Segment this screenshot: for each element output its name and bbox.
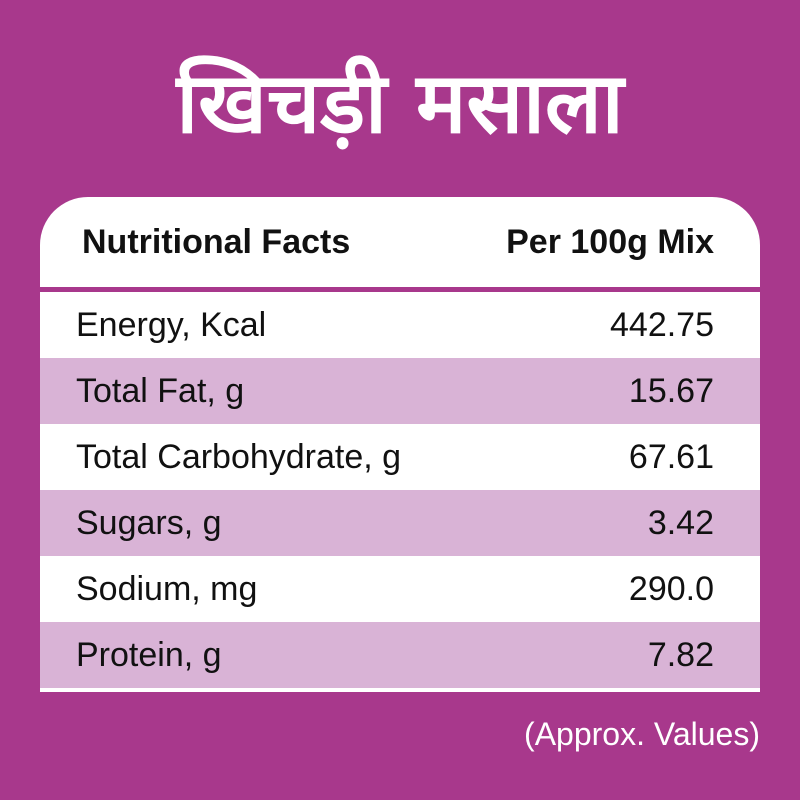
product-title: खिचड़ी मसाला <box>176 54 624 152</box>
row-value: 3.42 <box>647 503 714 542</box>
row-label: Protein, g <box>76 635 222 674</box>
row-value: 67.61 <box>628 437 714 476</box>
table-row: Sugars, g 3.42 <box>40 490 760 556</box>
header-label: Nutritional Facts <box>82 222 351 261</box>
row-label: Energy, Kcal <box>76 305 267 344</box>
nutrition-table: Nutritional Facts Per 100g Mix Energy, K… <box>40 197 760 692</box>
row-value: 290.0 <box>628 569 714 608</box>
table-row: Sodium, mg 290.0 <box>40 556 760 622</box>
approx-values-note: (Approx. Values) <box>524 716 760 752</box>
row-value: 15.67 <box>628 371 714 410</box>
row-label: Total Fat, g <box>76 371 245 410</box>
row-value: 442.75 <box>610 305 714 344</box>
row-label: Sugars, g <box>76 503 222 542</box>
header-value: Per 100g Mix <box>506 222 714 261</box>
table-row: Energy, Kcal 442.75 <box>40 292 760 358</box>
table-row: Protein, g 7.82 <box>40 622 760 688</box>
table-header: Nutritional Facts Per 100g Mix <box>40 197 760 292</box>
row-label: Sodium, mg <box>76 569 258 608</box>
row-value: 7.82 <box>647 635 714 674</box>
table-row: Total Carbohydrate, g 67.61 <box>40 424 760 490</box>
table-row: Total Fat, g 15.67 <box>40 358 760 424</box>
row-label: Total Carbohydrate, g <box>76 437 402 476</box>
